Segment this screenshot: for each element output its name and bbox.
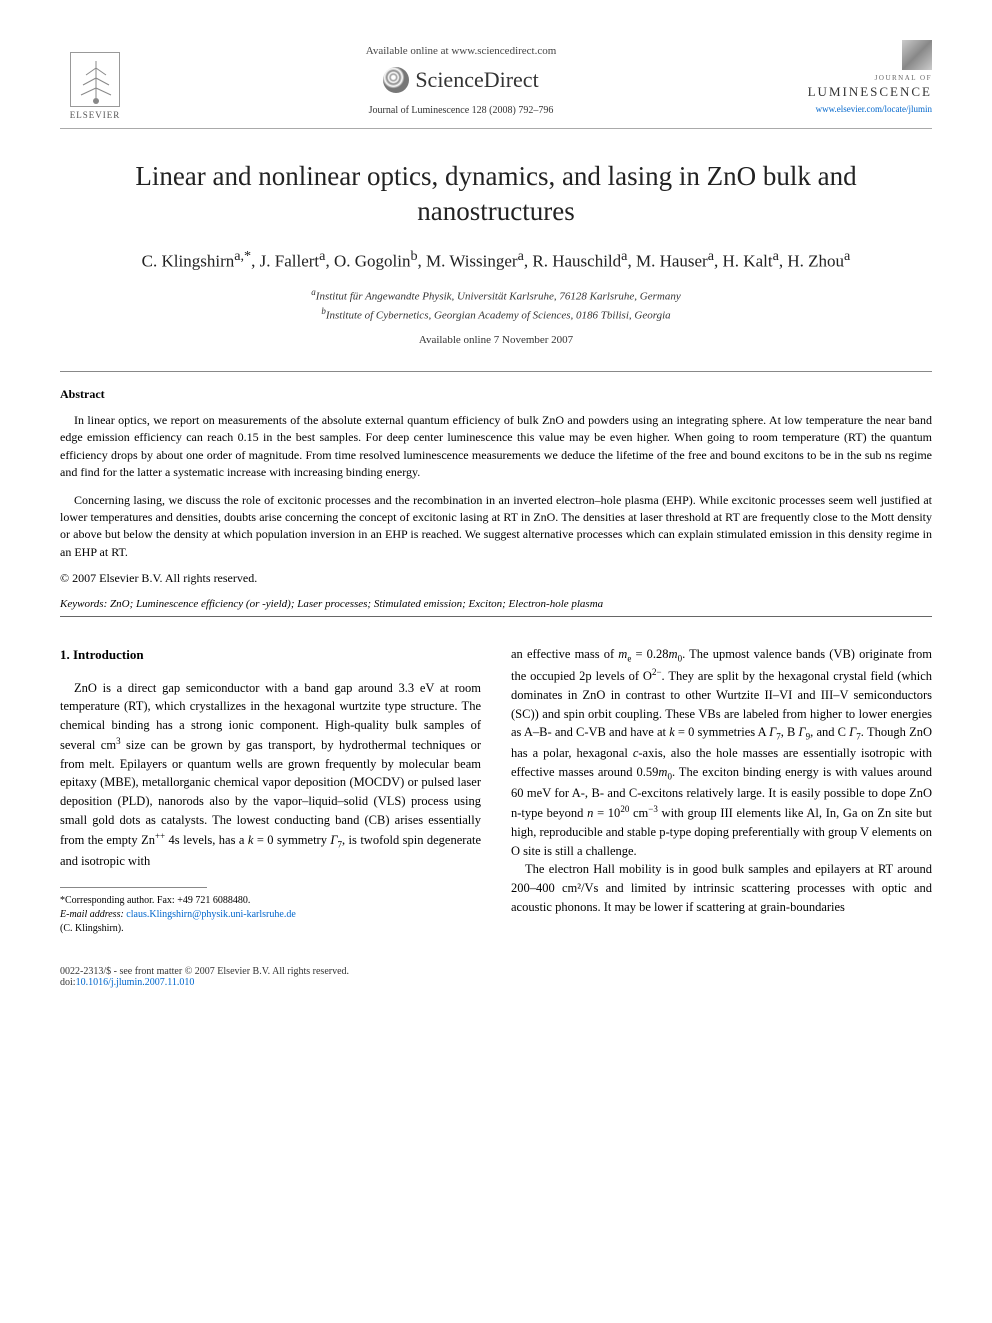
sciencedirect-text: ScienceDirect [415,67,538,93]
body-two-column: 1. Introduction ZnO is a direct gap semi… [60,645,932,936]
corresponding-author-footnote: *Corresponding author. Fax: +49 721 6088… [60,894,481,936]
affiliation-a: aInstitut für Angewandte Physik, Univers… [60,286,932,305]
doi-link[interactable]: 10.1016/j.jlumin.2007.11.010 [76,977,195,988]
abstract-paragraph-1: In linear optics, we report on measureme… [60,412,932,482]
journal-reference: Journal of Luminescence 128 (2008) 792–7… [130,105,792,116]
author-name-footnote: (C. Klingshirn). [60,922,481,936]
journal-link[interactable]: www.elsevier.com/locate/jlumin [792,104,932,114]
available-online-date: Available online 7 November 2007 [60,334,932,346]
intro-paragraph-right-1: an effective mass of me = 0.28m0. The up… [511,645,932,860]
luminescence-icon [902,40,932,70]
sciencedirect-icon [383,67,409,93]
footer-row: 0022-2313/$ - see front matter © 2007 El… [60,966,932,988]
journal-of-label: JOURNAL OF [792,74,932,82]
section-1-heading: 1. Introduction [60,645,481,665]
luminescence-label: LUMINESCENCE [792,84,932,100]
author-email[interactable]: claus.Klingshirn@physik.uni-karlsruhe.de [126,909,295,920]
elsevier-logo: ELSEVIER [60,40,130,120]
keywords-label: Keywords: [60,598,107,610]
email-line: E-mail address: claus.Klingshirn@physik.… [60,908,481,922]
abstract-paragraph-2: Concerning lasing, we discuss the role o… [60,492,932,562]
elsevier-tree-icon [70,52,120,107]
keywords-text: ZnO; Luminescence efficiency (or -yield)… [110,598,603,610]
right-column: an effective mass of me = 0.28m0. The up… [511,645,932,936]
footer-left: 0022-2313/$ - see front matter © 2007 El… [60,966,349,988]
affiliation-b: bInstitute of Cybernetics, Georgian Acad… [60,305,932,324]
available-online-text: Available online at www.sciencedirect.co… [130,45,792,57]
center-header: Available online at www.sciencedirect.co… [130,40,792,116]
abstract-top-divider [60,371,932,372]
intro-paragraph-left: ZnO is a direct gap semiconductor with a… [60,679,481,871]
abstract-heading: Abstract [60,387,932,402]
front-matter-line: 0022-2313/$ - see front matter © 2007 El… [60,966,349,977]
doi-line: doi:10.1016/j.jlumin.2007.11.010 [60,977,349,988]
copyright-line: © 2007 Elsevier B.V. All rights reserved… [60,571,932,586]
header-divider [60,128,932,129]
sciencedirect-logo: ScienceDirect [383,67,538,93]
corresponding-author-line: *Corresponding author. Fax: +49 721 6088… [60,894,481,908]
intro-paragraph-right-2: The electron Hall mobility is in good bu… [511,860,932,916]
journal-logo-block: JOURNAL OF LUMINESCENCE www.elsevier.com… [792,40,932,114]
footnote-separator [60,887,207,888]
keywords-line: Keywords: ZnO; Luminescence efficiency (… [60,598,932,610]
keywords-bottom-divider [60,616,932,617]
affiliations: aInstitut für Angewandte Physik, Univers… [60,286,932,324]
left-column: 1. Introduction ZnO is a direct gap semi… [60,645,481,936]
header-row: ELSEVIER Available online at www.science… [60,40,932,120]
authors-list: C. Klingshirna,*, J. Fallerta, O. Gogoli… [60,247,932,273]
elsevier-label: ELSEVIER [70,110,121,120]
article-title: Linear and nonlinear optics, dynamics, a… [60,159,932,229]
